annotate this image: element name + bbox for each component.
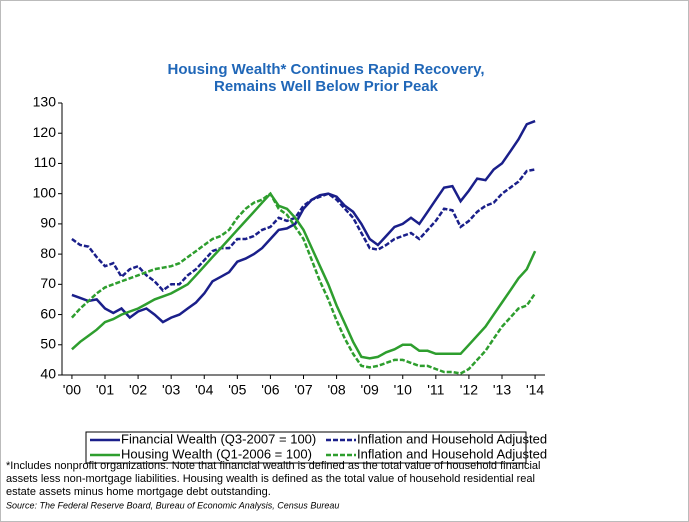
- legend-box: [85, 431, 527, 464]
- x-tick-label: '12: [460, 382, 478, 398]
- footnote: estate assets minus home mortgage debt o…: [6, 486, 271, 498]
- x-tick-label: '03: [162, 382, 180, 398]
- x-tick-label: '09: [361, 382, 379, 398]
- legend-label: Inflation and Household Adjusted: [357, 446, 547, 461]
- footnote: assets less non-mortgage liabilities. Ho…: [6, 473, 535, 485]
- source: Source: The Federal Reserve Board, Burea…: [6, 500, 339, 510]
- series-line: [71, 119, 536, 324]
- x-tick-label: '04: [195, 382, 213, 398]
- legend-label: Financial Wealth (Q3-2007 = 100): [121, 431, 316, 446]
- y-tick-label: 70: [40, 275, 56, 291]
- y-tick-label: 50: [40, 335, 56, 351]
- chart-title: Housing Wealth* Continues Rapid Recovery…: [168, 61, 485, 78]
- x-tick-label: '14: [526, 382, 544, 398]
- x-tick-label: '01: [96, 382, 114, 398]
- chart-title: Remains Well Below Prior Peak: [214, 78, 439, 95]
- x-tick-label: '06: [261, 382, 279, 398]
- x-tick-label: '13: [493, 382, 511, 398]
- series-line: [71, 191, 537, 360]
- x-tick-label: '08: [327, 382, 345, 398]
- footnote: *Includes nonprofit organizations. Note …: [6, 460, 540, 472]
- y-tick-label: 90: [40, 215, 56, 231]
- x-tick-label: '02: [129, 382, 147, 398]
- series-line: [71, 168, 536, 293]
- legend-label: Housing Wealth (Q1-2006 = 100): [121, 446, 312, 461]
- y-tick-label: 110: [34, 154, 57, 170]
- y-tick-label: 130: [33, 94, 57, 110]
- y-tick-label: 100: [33, 184, 57, 200]
- series-line: [70, 191, 537, 375]
- y-tick-label: 40: [40, 366, 56, 382]
- x-tick-label: '07: [294, 382, 312, 398]
- x-tick-label: '11: [427, 382, 444, 398]
- y-tick-label: 80: [40, 245, 56, 261]
- x-tick-label: '10: [394, 382, 412, 398]
- x-tick-label: '05: [228, 382, 246, 398]
- y-tick-label: 60: [40, 305, 56, 321]
- x-tick-label: '00: [63, 382, 81, 398]
- legend-label: Inflation and Household Adjusted: [357, 431, 547, 446]
- y-tick-label: 120: [33, 124, 57, 140]
